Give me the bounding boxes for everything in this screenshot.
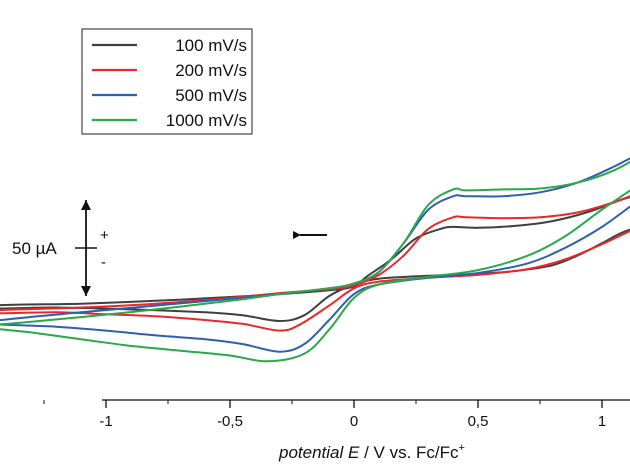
scale-bar-label: 50 µA — [12, 239, 57, 258]
legend-label: 200 mV/s — [175, 61, 247, 80]
x-tick-label: 1 — [598, 413, 606, 430]
legend-label: 100 mV/s — [175, 36, 247, 55]
x-tick-label: -0,5 — [217, 413, 243, 430]
legend-label: 1000 mV/s — [166, 111, 247, 130]
legend: 100 mV/s 200 mV/s 500 mV/s 1000 mV/s — [82, 29, 252, 134]
scale-bar-minus-sign: - — [101, 254, 106, 271]
x-axis: -2-1,5-1-0,500,511,52 — [0, 400, 630, 430]
x-axis-title-superscript: + — [459, 442, 465, 454]
scale-bar-plus-sign: + — [100, 227, 109, 244]
x-tick-label: 0 — [350, 413, 358, 430]
series-line-500-mv-s — [0, 127, 630, 352]
current-scale-bar: 50 µA + - — [12, 200, 109, 296]
legend-label: 500 mV/s — [175, 86, 247, 105]
x-axis-title-rest: / V vs. Fc/Fc — [359, 443, 459, 462]
x-ticks: -2-1,5-1-0,500,511,52 — [0, 400, 630, 430]
x-axis-title-italic: potential E — [278, 443, 360, 462]
x-axis-title: potential E / V vs. Fc/Fc+ — [278, 442, 465, 462]
series-line-100-mv-s — [0, 189, 630, 321]
x-tick-label: 0,5 — [468, 413, 489, 430]
x-tick-label: -1 — [99, 413, 112, 430]
